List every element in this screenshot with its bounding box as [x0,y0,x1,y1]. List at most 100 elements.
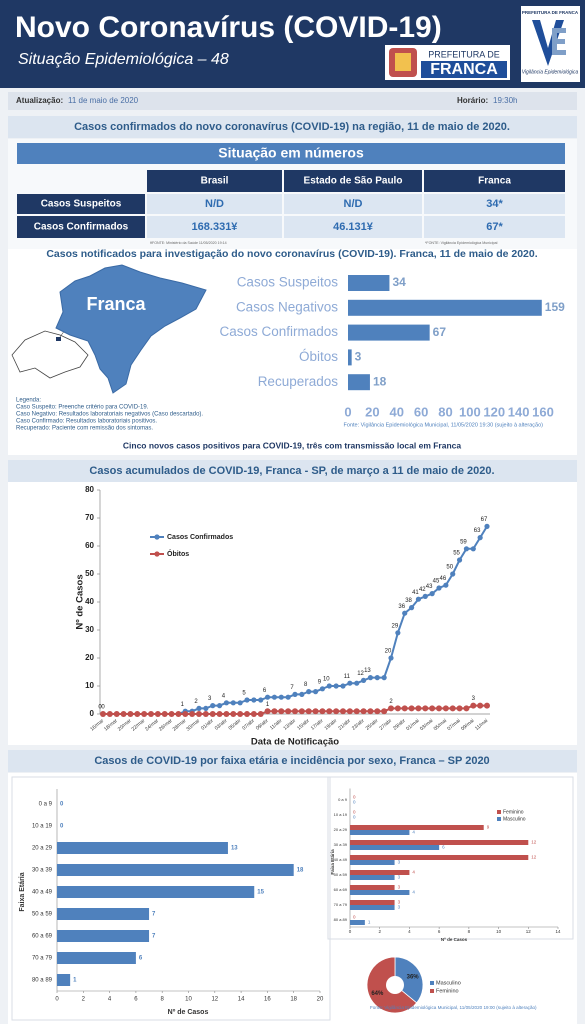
bar [350,840,529,845]
section-bar [8,116,577,138]
value-label: 0 [353,915,356,920]
value-label: 3 [398,905,401,910]
x-tick-label: 100 [459,404,481,419]
y-tick-label: 60 a 69 [334,887,348,892]
value-label: 0 [353,795,356,800]
city-emblem-inner [395,53,411,71]
x-axis-title: Nº de Casos [441,937,468,942]
bar [350,860,395,865]
data-point [422,593,428,600]
x-tick-label: 140 [508,404,530,419]
x-tick-label: 120 [483,404,505,419]
bar [350,885,395,890]
value-label: 13 [231,846,238,852]
data-point [106,711,113,717]
data-point [340,683,346,689]
y-tick-label: 0 a 9 [39,802,53,808]
bar [57,842,228,854]
map-label: Franca [86,294,146,314]
row-header-cell [17,216,145,238]
bar [57,908,150,920]
bar [350,920,365,925]
bar [350,825,484,830]
data-point [264,694,271,700]
bar [350,870,410,875]
logo-e [552,28,566,55]
value-label: 12 [531,855,537,860]
value-label: 0 [60,824,64,830]
chart-frame [11,776,331,1021]
table-value: 46.131¥ [333,221,374,233]
table-note: *FONTE: Vigilância Epidemiológica Munici… [425,241,498,245]
legend-swatch [430,981,434,985]
value-label: 50 [446,565,453,571]
table-header-cell [284,170,422,192]
value-label: 12 [531,840,537,845]
state-map [11,330,89,379]
data-point [436,585,442,591]
data-point [408,705,415,712]
legend-label: Casos Confirmados [167,534,233,541]
update-date: 11 de maio de 2020 [68,96,139,105]
page-subtitle: Situação Epidemiológica – 48 [18,51,229,68]
data-point [340,708,346,715]
value-label: 18 [373,374,387,388]
table-note: ¥FONTE: Ministério da Saúde 11/05/2020 1… [150,241,227,245]
x-tick-label: 6 [438,929,441,934]
row-header-cell [17,194,145,214]
table-value: N/D [205,198,224,210]
bar [350,900,395,905]
data-point [470,702,477,709]
y-tick-label: 60 a 69 [32,934,53,940]
x-tick-label: 8 [161,997,165,1003]
section-bar [8,750,577,772]
legend-note: Caso Confirmado: Resultados laboratoriai… [16,419,157,425]
data-point [258,697,264,703]
value-label: 45 [433,579,440,585]
bar [348,275,390,291]
value-label: 0 [101,705,105,711]
data-point [360,708,367,715]
chart-title: Casos acumulados de COVID-19, Franca - S… [89,465,494,477]
data-point [319,708,326,715]
franca-map [55,264,207,394]
y-tick-label: 70 [85,513,94,522]
y-tick-label: 10 [85,681,94,690]
value-label: 1 [181,702,185,708]
data-point [154,711,161,717]
bar [350,830,410,835]
x-tick-label: 40 [390,404,404,419]
bar [350,905,395,910]
y-tick-label: 20 a 29 [334,827,348,832]
data-point [285,708,292,715]
value-label: 41 [412,590,419,596]
banner [17,143,565,164]
data-point [113,711,120,717]
data-point [408,605,415,611]
x-tick-label: 0 [349,929,352,934]
data-point [127,711,134,717]
data-point [401,705,408,712]
map-marker [56,337,61,341]
y-tick-label: Casos Suspeitos [237,275,339,290]
data-point [484,702,490,709]
y-tick-label: 20 [85,653,94,662]
table-header-cell [424,170,565,192]
data-point [463,546,470,552]
data-point [271,708,278,715]
data-point [148,711,154,717]
legend-label: Feminino [503,809,524,815]
table-value: 34* [486,198,503,210]
data-point [216,711,223,717]
table-header: Franca [478,176,511,187]
x-tick-label: 80 [438,404,452,419]
highlight: Cinco novos casos positivos para COVID-1… [123,440,462,450]
data-point [333,683,339,689]
banner-title: Situação em números [218,145,364,161]
value-label: 3 [398,900,401,905]
y-tick-label: Recuperados [258,374,339,389]
value-label: 34 [392,275,406,289]
data-point [381,708,388,715]
bar [348,374,370,391]
value-label: 42 [419,587,426,593]
